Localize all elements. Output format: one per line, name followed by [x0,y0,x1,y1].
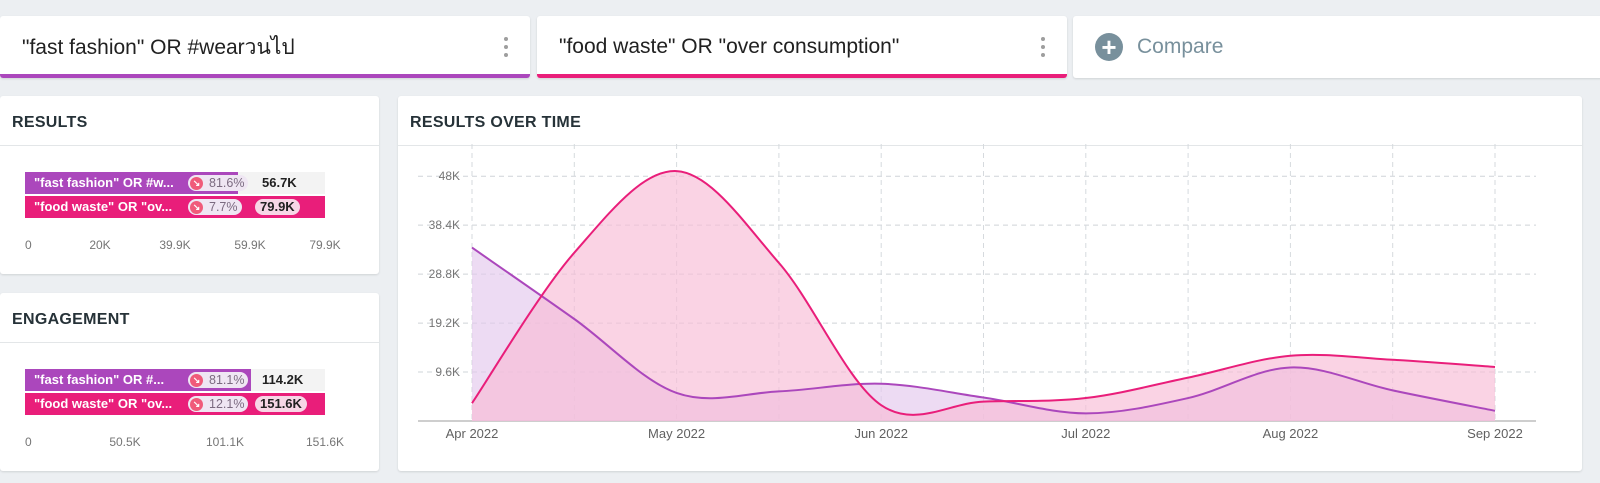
trend-down-icon: ↘ [190,200,203,214]
bar-label: "food waste" OR "ov... [34,199,173,214]
bar-fill [25,196,325,218]
query-card-1[interactable]: "fast fashion" OR #wearวนไป [0,16,530,78]
bar-row[interactable]: "fast fashion" OR #w... ↘ 81.6% 56.7K [25,172,325,194]
bar-value: 114.2K [262,372,304,387]
percent-change-badge: ↘ 81.1% [188,372,249,388]
series-line-1 [471,246,1496,415]
results-axis: 0 20K 39.9K 59.9K 79.9K [25,238,341,252]
results-bars: "fast fashion" OR #w... ↘ 81.6% 56.7K "food … [25,172,325,220]
results-panel: RESULTS "fast fashion" OR #w... ↘ 81.6% 56.… [0,96,379,274]
percent-change-value: 7.7% [209,200,238,214]
y-tick-label: 48K [439,169,460,183]
bar-label: "food waste" OR "ov... [34,396,173,411]
percent-change-badge: ↘ 7.7% [188,199,242,215]
x-tick-label: Jul 2022 [1061,426,1110,441]
series-area-2 [472,171,1495,421]
compare-button[interactable]: + Compare [1073,16,1600,78]
engagement-title: ENGAGEMENT [12,311,130,328]
y-tick-label: 28.8K [429,267,460,281]
axis-tick-label: 151.6K [305,435,345,449]
percent-change-badge: ↘ 12.1% [188,396,249,412]
query-text-1[interactable]: "fast fashion" OR #wearวนไป [22,35,295,59]
bar-label: "fast fashion" OR #... [34,372,165,387]
x-tick-label: Sep 2022 [1467,426,1523,441]
y-tick-label: 38.4K [429,218,460,232]
x-tick-label: Apr 2022 [446,426,499,441]
axis-tick-label: 39.9K [159,238,191,252]
axis-tick-label: 101.1K [205,435,245,449]
plus-icon[interactable]: + [1095,33,1123,61]
results-over-time-panel: RESULTS OVER TIME 9.6K 19.2K 28.8K 38.4K 48K… [398,96,1582,471]
x-tick-label: Jun 2022 [854,426,908,441]
trend-down-icon: ↘ [190,176,203,190]
engagement-panel: ENGAGEMENT "fast fashion" OR #... ↘ 81.1% 1… [0,293,379,471]
query-color-bar-2 [537,74,1067,78]
chart-title: RESULTS OVER TIME [410,114,582,131]
engagement-axis: 0 50.5K 101.1K 151.6K [25,435,344,449]
bar-fill [25,172,238,194]
axis-tick-label: 50.5K [109,435,141,449]
x-tick-label: Aug 2022 [1263,426,1319,441]
axis-tick-label: 0 [25,238,32,252]
percent-change-badge: ↘ 81.6% [188,175,249,191]
compare-label: Compare [1137,35,1224,58]
bar-row[interactable]: "food waste" OR "ov... ↘ 7.7% 79.9K [25,196,325,218]
query-text-2[interactable]: "food waste" OR "over consumption" [559,35,900,58]
more-options-icon[interactable] [1033,32,1053,62]
axis-tick-label: 0 [25,435,32,449]
results-over-time-chart[interactable]: 9.6K 19.2K 28.8K 38.4K 48K Apr 2022 May 2022 Ju… [398,96,1582,471]
axis-tick-label: 59.9K [234,238,266,252]
bar-row[interactable]: "fast fashion" OR #... ↘ 81.1% 114.2K [25,369,325,391]
bar-value: 151.6K [255,396,307,412]
y-tick-label: 9.6K [435,365,460,379]
results-title: RESULTS [12,114,88,131]
y-tick-label: 19.2K [429,316,460,330]
bar-value: 79.9K [255,199,300,215]
query-card-2[interactable]: "food waste" OR "over consumption" [537,16,1067,78]
bar-row[interactable]: "food waste" OR "ov... ↘ 12.1% 151.6K [25,393,325,415]
axis-tick-label: 20K [89,238,111,252]
bar-fill [25,393,325,415]
engagement-bars: "fast fashion" OR #... ↘ 81.1% 114.2K "food … [25,369,325,417]
trend-down-icon: ↘ [190,397,203,411]
more-options-icon[interactable] [496,32,516,62]
x-tick-label: May 2022 [648,426,705,441]
trend-down-icon: ↘ [190,373,203,387]
bar-value: 56.7K [262,175,297,190]
percent-change-value: 81.1% [209,373,245,387]
percent-change-value: 81.6% [209,176,245,190]
series-line-2 [471,170,1496,416]
bar-label: "fast fashion" OR #w... [34,175,174,190]
axis-tick-label: 79.9K [309,238,341,252]
percent-change-value: 12.1% [209,397,245,411]
query-color-bar-1 [0,74,530,78]
